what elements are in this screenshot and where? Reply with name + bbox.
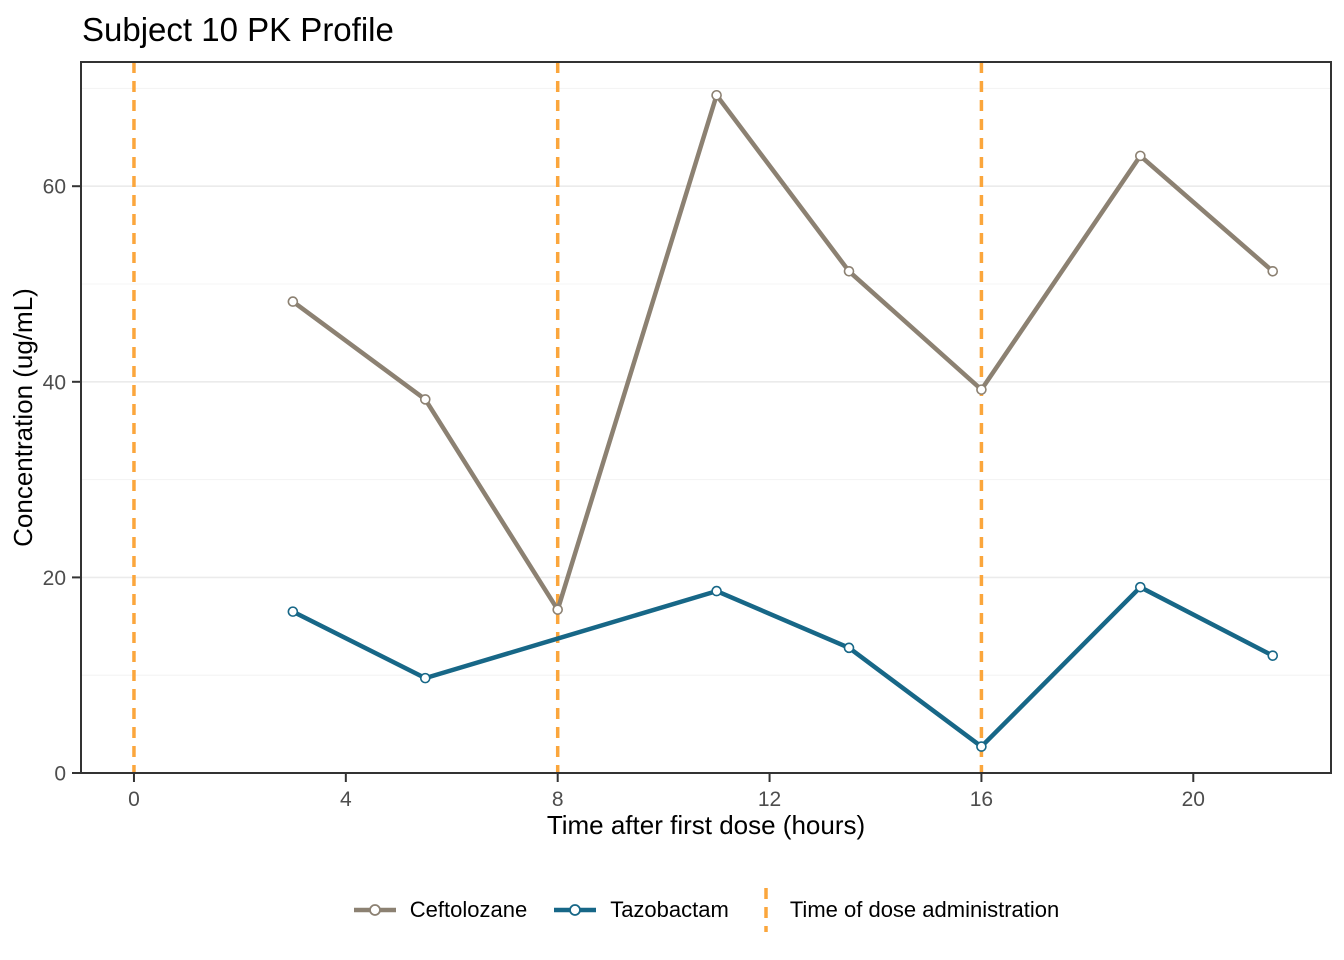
- ceftolozane-point: [419, 394, 431, 405]
- tick-layer: [72, 185, 1195, 782]
- y-axis-title: Concentration (ug/mL): [8, 288, 38, 547]
- tazobactam-legend-key: [554, 904, 597, 916]
- tazobactam-point: [711, 585, 722, 597]
- y-tick-label: 0: [54, 763, 66, 786]
- ceftolozane-point: [287, 296, 299, 307]
- grid-layer: [81, 87, 1331, 774]
- chart-title: Subject 10 PK Profile: [82, 11, 394, 48]
- ceftolozane-point: [976, 384, 987, 395]
- ceftolozane-point: [1267, 265, 1279, 277]
- legend-label-dose-administration: Time of dose administration: [789, 897, 1060, 922]
- x-tick-label: 12: [758, 788, 781, 811]
- ceftolozane-point: [552, 604, 563, 615]
- x-tick-label: 4: [340, 788, 352, 811]
- legend-label-ceftolozane: Ceftolozane: [409, 897, 528, 922]
- y-tick-label: 60: [43, 176, 66, 199]
- pk-plot: 0 4 8 12 16 20 0 20 40 60 Time after first dose (…: [8, 61, 1332, 840]
- tazobactam-point: [1135, 581, 1146, 593]
- legend-item-ceftolozane: Ceftolozane: [353, 895, 527, 925]
- tazobactam-point: [1267, 650, 1279, 661]
- legend-item-dose-administration: Time of dose administration: [755, 887, 1059, 933]
- x-tick-label: 20: [1182, 788, 1205, 811]
- tazobactam-point: [976, 741, 987, 752]
- x-tick-label: 16: [970, 788, 993, 811]
- plot-panel: [80, 61, 1332, 774]
- x-tick-label: 0: [128, 788, 140, 811]
- tazobactam-point: [287, 606, 299, 617]
- tick-label-layer: 0 4 8 12 16 20 0 20 40 60: [43, 176, 1205, 811]
- tazobactam-point: [419, 672, 431, 684]
- dose-line-legend-key: [764, 888, 768, 932]
- ceftolozane-point: [711, 89, 722, 101]
- legend-item-tazobactam: Tazobactam: [553, 895, 729, 925]
- x-tick-label: 8: [552, 788, 564, 811]
- tazobactam-point: [843, 642, 855, 654]
- legend-label-tazobactam: Tazobactam: [610, 897, 729, 922]
- series-layer: [287, 89, 1279, 752]
- x-axis-title: Time after first dose (hours): [547, 810, 865, 840]
- ceftolozane-line: [290, 93, 1275, 612]
- y-tick-label: 20: [43, 567, 66, 590]
- dose-line-layer: [132, 62, 984, 773]
- ceftolozane-point: [843, 265, 855, 277]
- y-tick-label: 40: [43, 371, 66, 394]
- ceftolozane-point: [1135, 150, 1146, 162]
- tazobactam-line: [290, 584, 1275, 749]
- legend: Ceftolozane Tazobactam Time of dose admi…: [81, 886, 1331, 934]
- ceftolozane-legend-key: [353, 904, 396, 916]
